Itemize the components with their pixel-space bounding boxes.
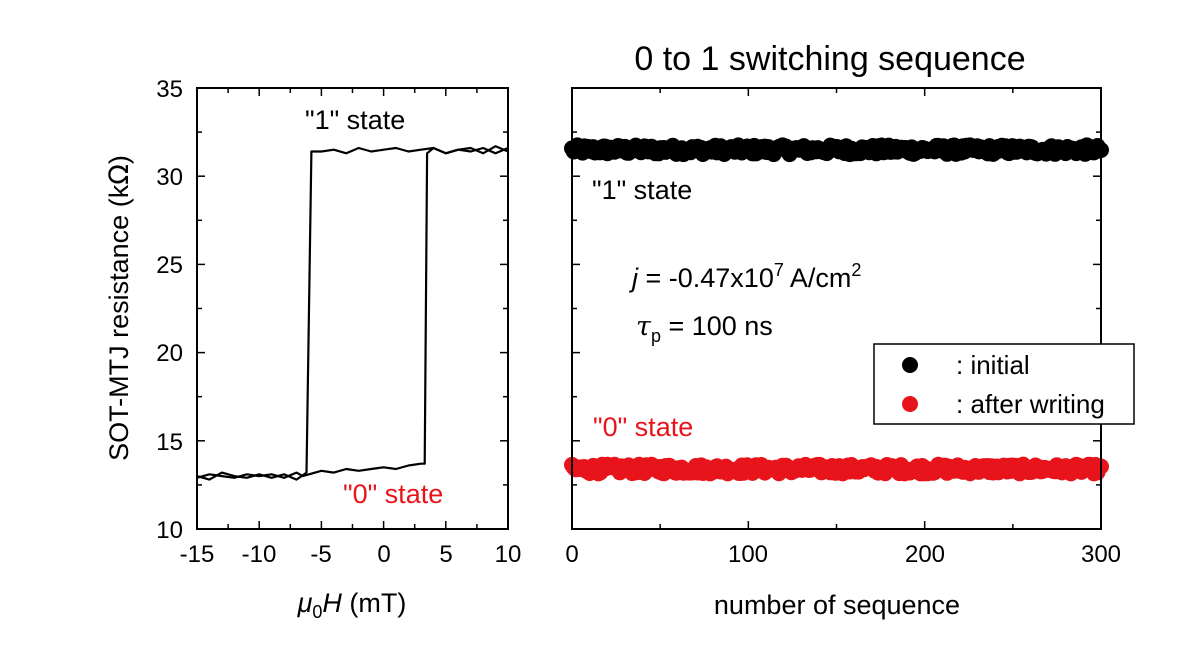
hysteresis-curves [196,145,509,481]
state-1-annotation: "1" state [305,105,405,135]
y-tick-label: 15 [156,429,183,456]
state-0-annotation: "0" state [593,412,693,442]
legend-label-after-writing: : after writing [956,389,1105,419]
x-tick-label: 200 [905,541,945,568]
legend-marker-after-writing [902,396,918,412]
y-tick-label: 25 [156,252,183,279]
state-0-annotation: "0" state [343,479,443,509]
y-tick-label: 10 [156,517,183,544]
x-tick-label: 0 [377,541,390,568]
legend: : initial : after writing [873,343,1135,425]
y-tick-label: 20 [156,340,183,367]
hysteresis-curve [196,145,509,481]
hysteresis-curve [196,146,509,479]
x-axis-label: number of sequence [714,590,960,620]
y-axis-label: SOT-MTJ resistance (kΩ) [104,155,135,461]
legend-label-initial: : initial [956,350,1030,380]
x-tick-label: 5 [439,541,452,568]
legend-box [873,343,1135,425]
x-tick-label: 300 [1081,541,1121,568]
y-tick-label: 30 [156,164,183,191]
x-tick-label: -10 [242,541,277,568]
x-axis-label: μ0H (mT) [297,588,407,622]
left-ticks [196,87,509,530]
current-density-annotation: j = -0.47x107 A/cm2 [628,260,861,293]
x-tick-label: 10 [495,541,522,568]
sequence-points [564,137,1109,482]
x-tick-label: -5 [310,541,331,568]
chart-title: 0 to 1 switching sequence [634,40,1025,78]
x-tick-label: 0 [565,541,578,568]
legend-marker-initial [902,357,918,373]
left-panel: 10 15 20 25 30 35 -15 -10 -5 0 5 10 SOT-… [104,76,521,622]
right-panel: 0 to 1 switching sequence 0 100 200 300 … [564,40,1135,620]
x-tick-label: 100 [728,541,768,568]
pulse-width-annotation: τp = 100 ns [636,311,773,346]
y-tick-label: 35 [156,76,183,103]
left-plot-frame [196,87,509,530]
state-1-annotation: "1" state [592,175,692,205]
x-tick-label: -15 [180,541,215,568]
